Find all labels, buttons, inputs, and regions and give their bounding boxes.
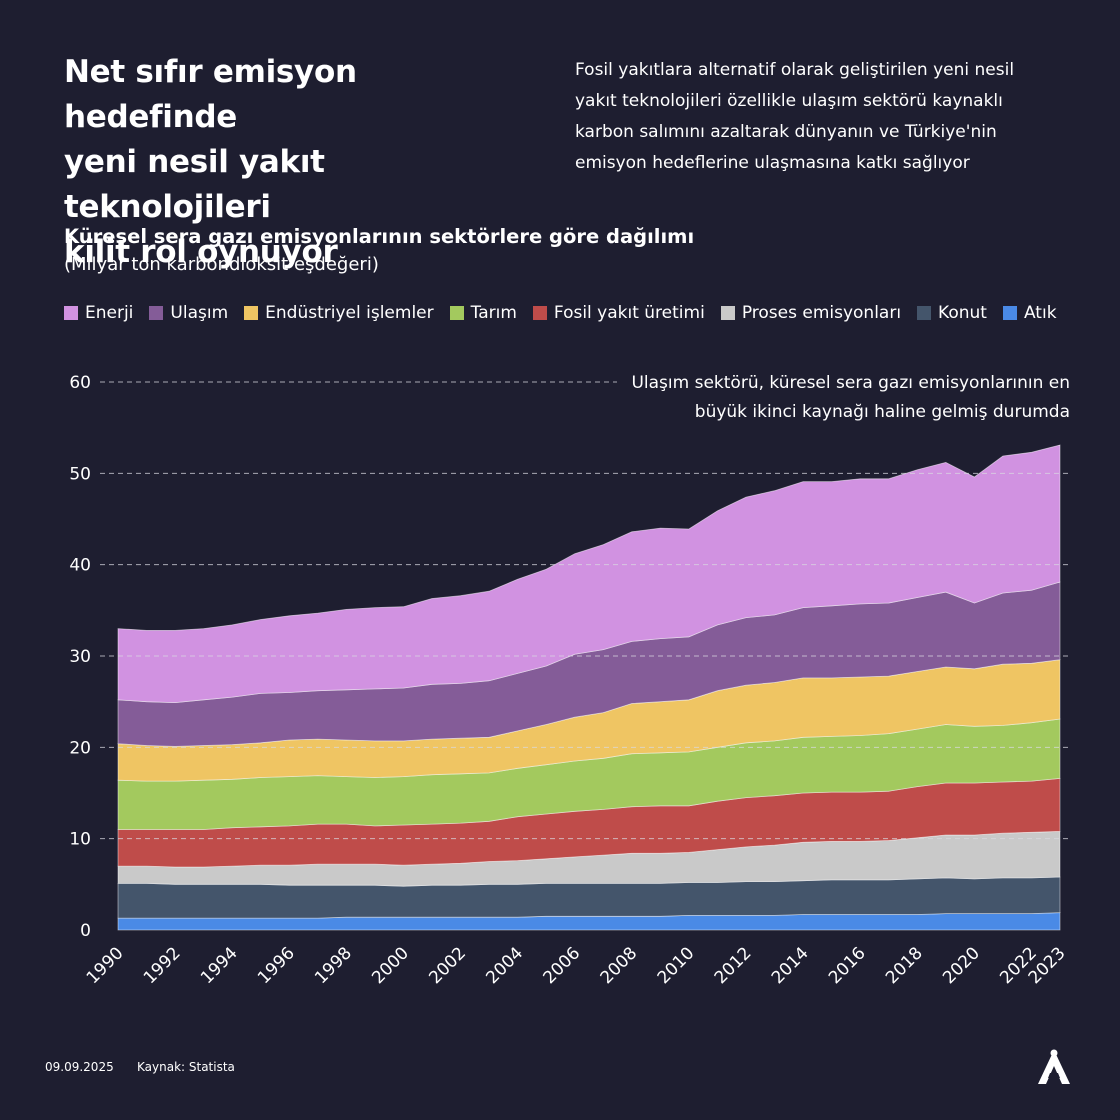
y-tick-label: 20: [69, 738, 91, 758]
page-title: Net sıfır emisyon hedefinde yeni nesil y…: [64, 54, 357, 270]
legend-item-ulasim: Ulaşım: [149, 303, 228, 323]
legend-item-endustriyel: Endüstriyel işlemler: [244, 303, 434, 323]
x-tick-label: 2014: [768, 943, 813, 988]
legend-label: Endüstriyel işlemler: [265, 303, 434, 323]
legend-item-tarim: Tarım: [449, 303, 517, 323]
x-tick-label: 2020: [939, 943, 984, 988]
legend-item-atik: Atık: [1002, 303, 1057, 323]
y-tick-label: 50: [69, 464, 91, 484]
legend-item-proses: Proses emisyonları: [720, 303, 902, 323]
y-tick-label: 10: [69, 830, 91, 850]
legend-label: Atık: [1023, 303, 1057, 323]
x-tick-label: 1990: [83, 943, 128, 988]
intro-text: Fosil yakıtlara alternatif olarak gelişt…: [575, 60, 1015, 173]
x-tick-label: 2012: [711, 943, 756, 988]
x-tick-label: 2000: [368, 943, 413, 988]
footer-source: Kaynak: Statista: [137, 1060, 235, 1074]
x-tick-label: 1996: [254, 943, 299, 988]
legend-swatch: [244, 306, 259, 320]
legend-swatch: [720, 306, 735, 320]
x-tick-label: 2002: [425, 943, 470, 988]
legend-swatch: [64, 306, 78, 320]
x-tick-label: 2004: [482, 943, 527, 988]
legend-item-konut: Konut: [917, 303, 987, 323]
x-tick-label: 2018: [882, 943, 927, 988]
legend-label: Konut: [938, 303, 987, 323]
x-tick-label: 1992: [140, 943, 185, 988]
chart-areas: [117, 444, 1061, 931]
aa-logo-icon: [1038, 1049, 1070, 1084]
legend-label: Proses emisyonları: [741, 303, 902, 323]
legend-label: Enerji: [85, 303, 134, 323]
x-tick-label: 2016: [825, 943, 870, 988]
legend-swatch: [532, 306, 547, 320]
y-tick-label: 40: [69, 556, 91, 576]
chart-legend: Enerji Ulaşım Endüstriyel işlemler Tarım…: [64, 303, 1073, 323]
stacked-area-chart: 0 10 20 30 40 50 60 1990 1992 1994 1996 1998 2000 20…: [69, 373, 1070, 988]
y-tick-label: 60: [69, 373, 91, 393]
legend-swatch: [917, 306, 932, 320]
legend-item-fosil: Fosil yakıt üretimi: [532, 303, 705, 323]
chart-annotation: Ulaşım sektörü, küresel sera gazı emisyo…: [617, 369, 1070, 427]
area-series-enerji: [117, 444, 1061, 704]
legend-swatch: [149, 306, 164, 320]
legend-label: Fosil yakıt üretimi: [553, 303, 705, 323]
y-tick-label: 0: [80, 921, 91, 941]
y-tick-label: 30: [69, 647, 91, 667]
legend-swatch: [1002, 306, 1017, 320]
legend-swatch: [449, 306, 464, 320]
legend-item-enerji: Enerji: [64, 303, 133, 323]
x-tick-label: 2010: [654, 943, 699, 988]
chart-title: Küresel sera gazı emisyonlarının sektörl…: [64, 225, 695, 248]
footer-date: 09.09.2025: [45, 1060, 114, 1074]
x-tick-label: 2008: [597, 943, 642, 988]
x-tick-label: 1998: [311, 943, 356, 988]
chart-unit: (Milyar ton karbondioksit eşdeğeri): [64, 254, 379, 275]
x-tick-label: 1994: [197, 943, 242, 988]
y-axis-ticks: 0 10 20 30 40 50 60: [69, 373, 91, 941]
x-axis-ticks: 1990 1992 1994 1996 1998 2000 2002 2004 2006 2008…: [83, 943, 1070, 988]
legend-label: Tarım: [470, 303, 517, 323]
x-tick-label: 2006: [540, 943, 585, 988]
legend-label: Ulaşım: [170, 303, 229, 323]
